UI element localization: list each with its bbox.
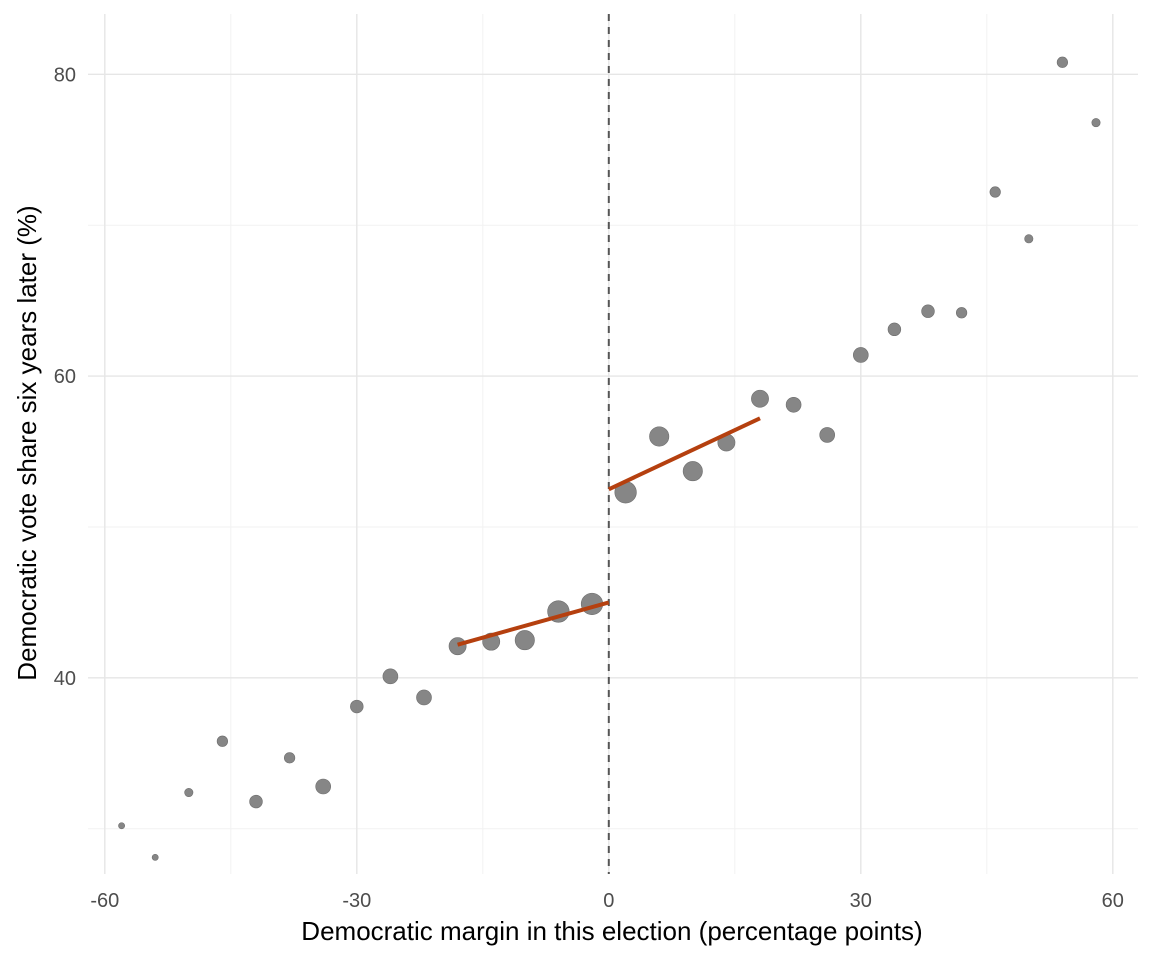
y-tick-label: 80 [54, 64, 76, 86]
fit-line [607, 416, 761, 492]
y-tick-labels: 40 60 80 [54, 64, 76, 690]
data-point [216, 735, 228, 747]
data-point [184, 788, 194, 798]
data-point [315, 778, 332, 795]
data-point [1024, 234, 1034, 244]
data-point [249, 794, 263, 809]
data-point [514, 630, 535, 651]
y-tick-label: 40 [54, 668, 76, 690]
data-point [989, 186, 1001, 198]
y-tick-label: 60 [54, 366, 76, 388]
x-tick-label: -60 [90, 890, 119, 912]
data-point [649, 426, 670, 447]
data-point [118, 822, 125, 830]
x-tick-label: 0 [603, 890, 614, 912]
data-point [852, 347, 869, 363]
data-point [682, 461, 703, 482]
data-point [416, 689, 432, 706]
x-tick-labels: -60 -30 0 30 60 [90, 890, 1124, 912]
data-point [921, 304, 935, 318]
data-point [887, 322, 902, 337]
x-tick-label: -30 [342, 890, 371, 912]
data-point [1056, 56, 1068, 68]
x-axis-title: Democratic margin in this election (perc… [301, 916, 922, 946]
x-tick-label: 60 [1102, 890, 1124, 912]
x-tick-label: 30 [850, 890, 872, 912]
data-point [382, 668, 399, 685]
data-point [151, 854, 159, 861]
data-point [785, 396, 802, 413]
data-point [819, 427, 836, 443]
major-gridlines [88, 14, 1138, 874]
data-point [1091, 118, 1101, 128]
minor-gridlines [88, 14, 1138, 874]
data-point [284, 752, 296, 764]
y-axis-title: Democratic vote share six years later (%… [12, 205, 42, 680]
data-point [448, 637, 467, 656]
fit-line [457, 600, 610, 647]
data-point [751, 389, 769, 408]
data-point [350, 699, 364, 714]
data-point [955, 307, 968, 319]
fit-lines [457, 416, 761, 647]
